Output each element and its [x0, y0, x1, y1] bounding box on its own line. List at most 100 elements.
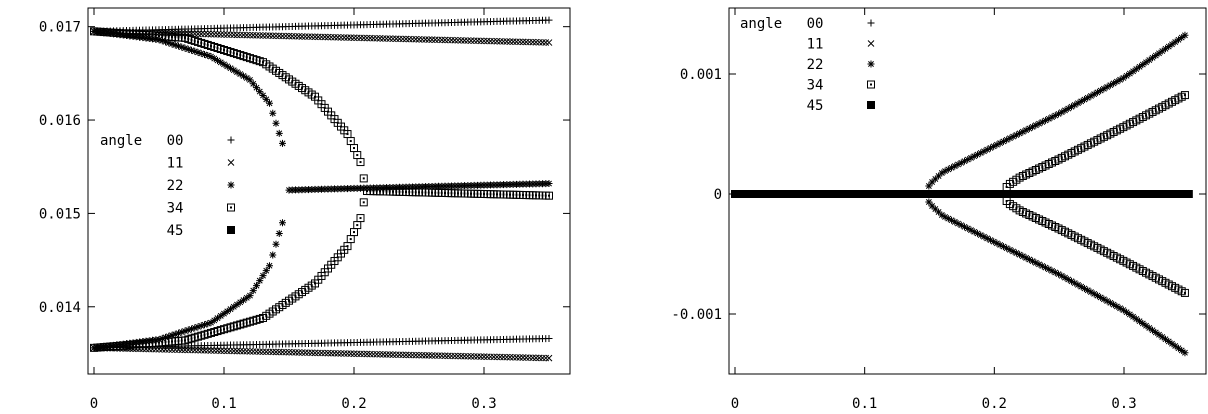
y-axis-ticks: -0.001 0 0.001 — [671, 67, 1206, 323]
data-point — [535, 38, 543, 46]
data-point — [402, 35, 410, 43]
x-tick-label: 0.3 — [471, 396, 496, 412]
data-point — [223, 347, 231, 355]
data-point — [272, 240, 280, 249]
right-chart: -0.001 0 0.001 0 0.1 0.2 0.3 angle 00 11 22 34 45 — [671, 7, 1207, 412]
data-point — [266, 32, 273, 40]
left-chart: 0.014 0.015 0.016 0.017 0 0.1 0.2 0.3 angle 00… — [39, 7, 571, 412]
data-point — [243, 347, 251, 355]
data-point — [259, 271, 267, 280]
data-point — [522, 38, 530, 46]
data-point — [340, 350, 348, 358]
data-point — [275, 229, 284, 238]
data-point — [331, 33, 338, 41]
data-point — [331, 349, 338, 357]
data-point — [448, 352, 455, 360]
data-point — [275, 32, 283, 40]
legend-marker — [227, 136, 235, 144]
data-point — [305, 349, 312, 357]
data-point — [545, 334, 553, 343]
data-point — [350, 34, 358, 42]
data-point — [359, 198, 368, 207]
data-point — [457, 352, 465, 360]
legend-label: 22 — [807, 57, 824, 73]
data-point — [526, 354, 533, 362]
data-point — [480, 353, 488, 361]
data-point — [278, 218, 287, 227]
data-point — [418, 35, 426, 43]
data-point — [217, 30, 225, 38]
data-point — [487, 37, 494, 45]
data-point — [279, 32, 286, 40]
data-point — [425, 36, 433, 44]
data-point — [311, 33, 319, 41]
data-point — [275, 348, 283, 356]
data-point — [415, 35, 423, 43]
data-point — [477, 37, 485, 45]
series-11 — [90, 27, 553, 362]
data-point — [353, 34, 361, 42]
data-point — [230, 347, 238, 355]
data-point — [262, 32, 270, 40]
data-point — [305, 33, 312, 41]
data-point — [266, 348, 273, 356]
data-point — [542, 354, 550, 362]
x-tick-label: 0.3 — [1111, 396, 1136, 412]
data-point — [265, 261, 274, 270]
data-point — [346, 235, 355, 244]
data-point — [405, 35, 413, 43]
data-point — [535, 354, 543, 362]
data-point — [256, 348, 264, 356]
legend: angle 00 11 22 34 45 — [100, 133, 235, 239]
data-point — [451, 36, 459, 44]
data-point — [353, 221, 362, 230]
data-point — [389, 35, 397, 43]
data-point — [259, 32, 267, 40]
data-point — [542, 38, 550, 46]
legend-marker — [867, 40, 875, 47]
data-points — [90, 16, 553, 362]
data-point — [428, 351, 436, 359]
data-point — [373, 350, 381, 358]
data-point — [301, 349, 309, 357]
legend-marker — [867, 80, 875, 89]
data-point — [396, 351, 403, 359]
data-point — [545, 16, 553, 25]
data-point — [337, 33, 345, 41]
data-point — [438, 352, 446, 360]
data-point — [227, 31, 234, 39]
data-point — [444, 352, 452, 360]
data-point — [357, 34, 364, 42]
data-point — [285, 348, 293, 356]
data-point — [220, 347, 228, 355]
data-point — [389, 351, 397, 359]
x-tick-label: 0.1 — [852, 396, 877, 412]
y-tick-label: -0.001 — [671, 307, 722, 323]
data-point — [269, 348, 277, 356]
y-tick-label: 0.014 — [39, 300, 81, 316]
data-point — [441, 352, 449, 360]
data-point — [327, 33, 335, 41]
legend-label: 34 — [167, 201, 184, 217]
data-point — [496, 37, 504, 45]
data-point — [255, 276, 264, 285]
data-point — [428, 36, 436, 44]
x-axis-ticks: 0 0.1 0.2 0.3 — [90, 8, 497, 412]
data-point — [236, 31, 244, 39]
data-points — [731, 31, 1193, 357]
legend-label: 45 — [167, 223, 184, 239]
data-point — [539, 354, 546, 362]
data-point — [435, 352, 442, 360]
data-point — [1180, 348, 1189, 357]
data-point — [506, 353, 514, 361]
data-point — [252, 281, 261, 290]
data-point — [379, 350, 387, 358]
data-point — [359, 174, 368, 183]
legend-marker — [867, 101, 875, 109]
data-point — [334, 349, 342, 357]
legend-label: 11 — [807, 37, 824, 53]
data-point — [383, 350, 390, 358]
data-point — [347, 350, 355, 358]
y-tick-label: 0 — [714, 187, 722, 203]
